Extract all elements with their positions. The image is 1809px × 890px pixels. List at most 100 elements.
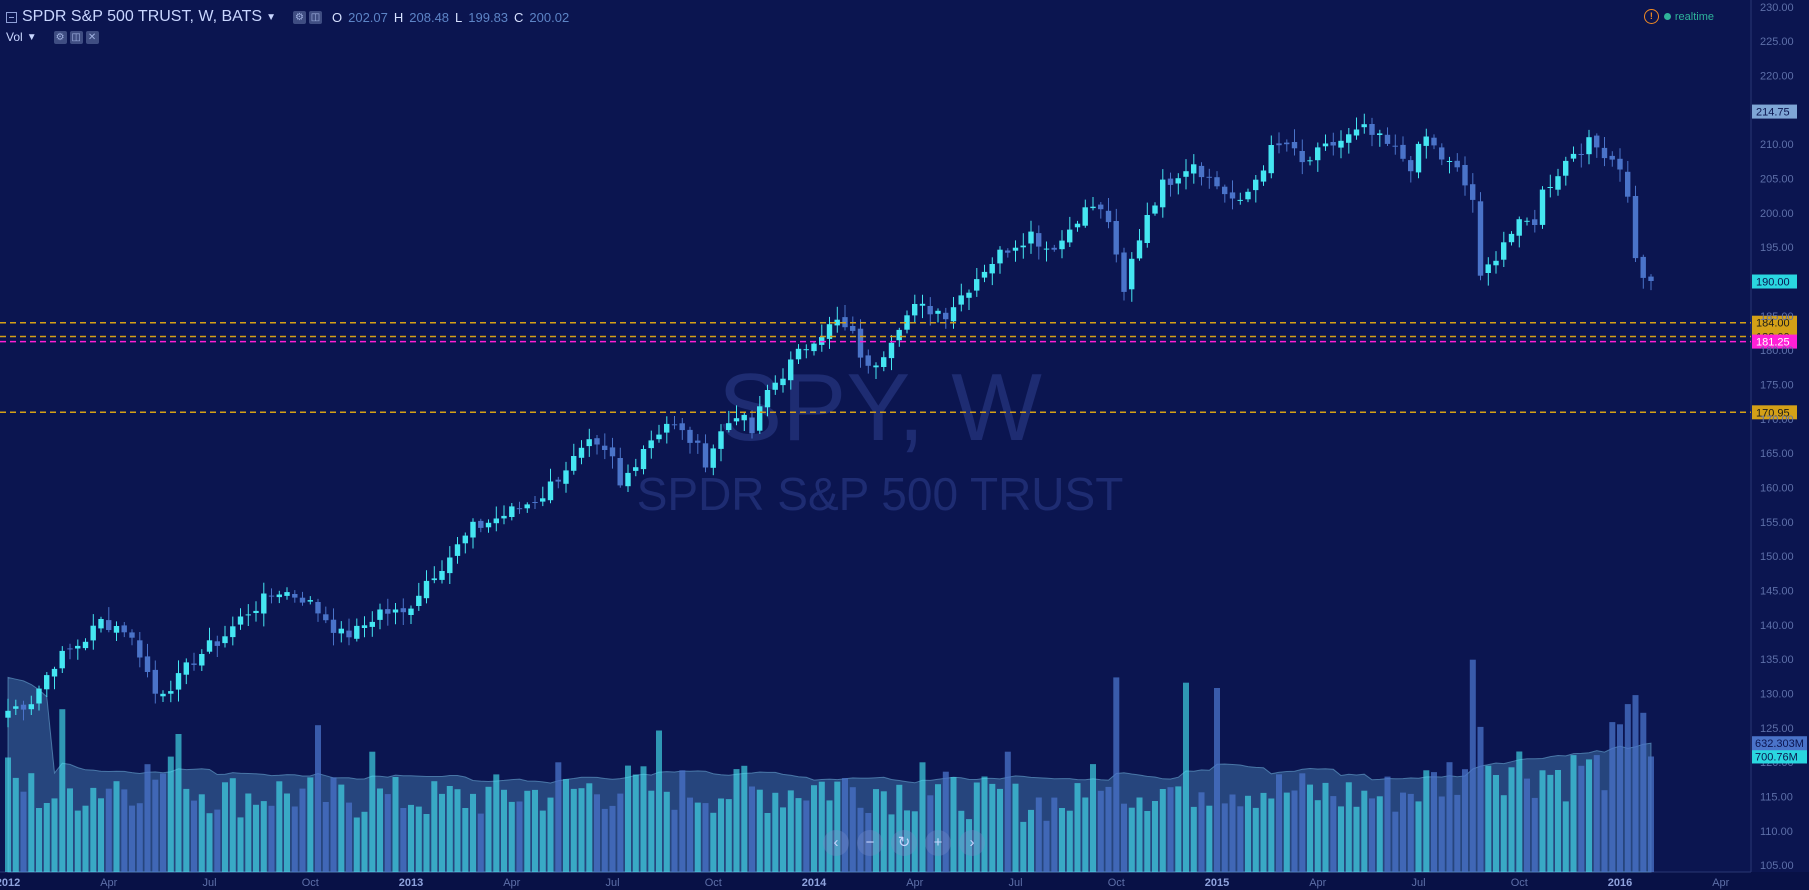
volume-bar xyxy=(5,757,11,872)
volume-title[interactable]: Vol xyxy=(6,30,23,44)
volume-bar xyxy=(1221,803,1228,872)
volume-bar xyxy=(501,789,507,872)
candle-body xyxy=(981,271,988,278)
volume-bar xyxy=(578,788,585,872)
collapse-icon[interactable] xyxy=(6,11,17,23)
candle-body xyxy=(1547,187,1553,188)
volume-bar xyxy=(1082,797,1089,872)
candle-body xyxy=(1353,129,1360,136)
candle-body xyxy=(1477,201,1484,276)
chevron-right-icon[interactable]: › xyxy=(959,830,985,856)
volume-bar xyxy=(1260,792,1267,872)
candle-body xyxy=(447,557,453,574)
candle-body xyxy=(594,438,600,445)
time-tick-label: 2012 xyxy=(0,877,20,889)
volume-bar xyxy=(1609,722,1616,872)
price-tick-label: 165.00 xyxy=(1760,448,1794,460)
candle-body xyxy=(1152,205,1158,214)
candle-body xyxy=(1291,142,1298,149)
volume-bar xyxy=(454,789,461,872)
candle-body xyxy=(1105,210,1112,223)
symbol-title[interactable]: SPDR S&P 500 TRUST, W, BATS xyxy=(22,8,263,25)
volume-bar xyxy=(942,771,949,872)
volume-bar xyxy=(284,793,290,872)
candle-body xyxy=(493,518,499,524)
format-icon[interactable]: ◫ xyxy=(308,10,322,24)
price-tick-label: 125.00 xyxy=(1760,723,1794,735)
volume-bar xyxy=(865,813,872,872)
volume-bar xyxy=(508,801,515,872)
candle-body xyxy=(640,449,647,470)
volume-bar xyxy=(1392,811,1399,872)
volume-bar xyxy=(431,781,438,872)
candle-body xyxy=(199,654,205,666)
minus-icon[interactable]: − xyxy=(857,830,883,856)
candle-body xyxy=(702,443,709,468)
format-icon[interactable]: ◫ xyxy=(69,30,83,44)
volume-bar xyxy=(1462,769,1468,872)
price-label-box xyxy=(1752,315,1797,330)
volume-bar xyxy=(1640,712,1647,872)
volume-bar xyxy=(1074,783,1081,872)
volume-bar xyxy=(539,810,546,872)
warning-icon[interactable]: ! xyxy=(1643,9,1659,24)
volume-bar xyxy=(229,778,236,872)
chevron-down-icon[interactable]: ▼ xyxy=(26,31,37,43)
candle-body xyxy=(230,626,236,638)
price-tick-label: 230.00 xyxy=(1760,2,1794,14)
volume-bar xyxy=(291,806,298,872)
candle-body xyxy=(1167,178,1174,185)
chevron-left-icon[interactable]: ‹ xyxy=(823,830,849,856)
volume-bar xyxy=(1229,794,1236,872)
candle-body xyxy=(679,423,685,431)
candle-body xyxy=(106,620,112,630)
settings-icon[interactable]: ⚙ xyxy=(53,30,67,44)
plus-icon[interactable]: + xyxy=(925,830,951,856)
candle-body xyxy=(1260,170,1267,182)
volume-bar xyxy=(787,790,794,872)
candle-body xyxy=(137,640,143,658)
time-tick-label: Jul xyxy=(1008,877,1022,889)
close-icon[interactable]: ✕ xyxy=(85,30,99,44)
volume-bar xyxy=(1175,786,1182,872)
volume-bar xyxy=(307,777,314,872)
reset-icon[interactable]: ↻ xyxy=(891,830,917,856)
volume-bar xyxy=(911,811,918,872)
candle-body xyxy=(1338,140,1344,148)
candle-body xyxy=(168,691,174,694)
candle-body xyxy=(1609,155,1615,160)
candle-body xyxy=(1214,177,1220,187)
candle-body xyxy=(439,571,445,580)
candle-body xyxy=(1299,151,1305,163)
volume-bar xyxy=(152,779,159,872)
volume-bar xyxy=(1245,795,1251,872)
price-tick-label: 180.00 xyxy=(1760,345,1794,357)
volume-bar xyxy=(888,814,895,872)
candle-body xyxy=(896,329,902,341)
volume-bar xyxy=(594,794,600,872)
realtime-status: ! realtime xyxy=(1643,9,1714,24)
price-tick-label: 205.00 xyxy=(1760,174,1794,186)
candle-body xyxy=(687,429,693,443)
volume-bar xyxy=(105,788,112,872)
volume-bar xyxy=(237,817,244,872)
volume-bar xyxy=(67,788,73,872)
candle-body xyxy=(470,521,476,538)
chevron-down-icon[interactable]: ▼ xyxy=(266,11,276,23)
candle-body xyxy=(214,641,220,646)
volume-bar xyxy=(780,807,786,872)
candle-body xyxy=(1532,219,1538,225)
volume-bar xyxy=(462,808,469,872)
volume-bar xyxy=(756,789,763,872)
candle-body xyxy=(1578,154,1584,155)
candle-body xyxy=(1020,245,1026,248)
candle-body xyxy=(881,357,887,367)
candle-body xyxy=(943,312,949,320)
volume-bar xyxy=(1268,798,1275,872)
volume-bar xyxy=(1431,772,1437,872)
settings-icon[interactable]: ⚙ xyxy=(292,10,306,24)
candle-body xyxy=(1276,143,1282,146)
volume-bar xyxy=(1136,797,1143,872)
